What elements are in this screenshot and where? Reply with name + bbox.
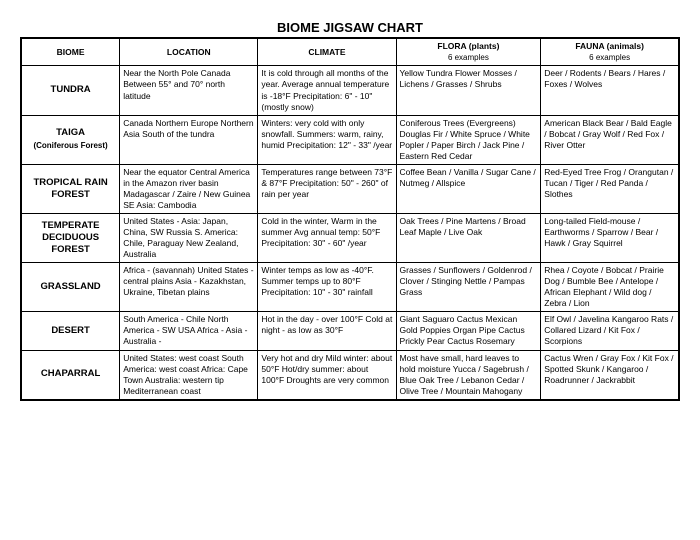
cell-fauna: American Black Bear / Bald Eagle / Bobca… — [541, 115, 679, 164]
table-row: CHAPARRALUnited States: west coast South… — [21, 350, 679, 400]
cell-climate: Cold in the winter, Warm in the summer A… — [258, 214, 396, 263]
cell-location: United States - Asia: Japan, China, SW R… — [120, 214, 258, 263]
cell-climate: Temperatures range between 73°F & 87°F P… — [258, 164, 396, 213]
cell-climate: Very hot and dry Mild winter: about 50°F… — [258, 350, 396, 400]
cell-climate: Winter temps as low as -40°F. Summer tem… — [258, 263, 396, 312]
biome-name: CHAPARRAL — [21, 350, 120, 400]
cell-location: Near the North Pole Canada Between 55° a… — [120, 66, 258, 115]
header-location: LOCATION — [120, 38, 258, 66]
cell-location: South America - Chile North America - SW… — [120, 312, 258, 350]
cell-flora: Coniferous Trees (Evergreens) Douglas Fi… — [396, 115, 541, 164]
header-flora: FLORA (plants) 6 examples — [396, 38, 541, 66]
cell-flora: Coffee Bean / Vanilla / Sugar Cane / Nut… — [396, 164, 541, 213]
cell-fauna: Rhea / Coyote / Bobcat / Prairie Dog / B… — [541, 263, 679, 312]
biome-name: TROPICAL RAIN FOREST — [21, 164, 120, 213]
cell-flora: Grasses / Sunflowers / Goldenrod / Clove… — [396, 263, 541, 312]
table-row: GRASSLANDAfrica - (savannah) United Stat… — [21, 263, 679, 312]
cell-flora: Giant Saguaro Cactus Mexican Gold Poppie… — [396, 312, 541, 350]
cell-fauna: Red-Eyed Tree Frog / Orangutan / Tucan /… — [541, 164, 679, 213]
table-row: TROPICAL RAIN FORESTNear the equator Cen… — [21, 164, 679, 213]
cell-fauna: Deer / Rodents / Bears / Hares / Foxes /… — [541, 66, 679, 115]
cell-climate: It is cold through all months of the yea… — [258, 66, 396, 115]
biome-name: DESERT — [21, 312, 120, 350]
cell-flora: Most have small, hard leaves to hold moi… — [396, 350, 541, 400]
biome-name: GRASSLAND — [21, 263, 120, 312]
biome-name: TAIGA(Coniferous Forest) — [21, 115, 120, 164]
chart-title: BIOME JIGSAW CHART — [20, 20, 680, 35]
table-row: TEMPERATE DECIDUOUS FORESTUnited States … — [21, 214, 679, 263]
biome-name: TUNDRA — [21, 66, 120, 115]
cell-fauna: Elf Owl / Javelina Kangaroo Rats / Colla… — [541, 312, 679, 350]
table-row: TAIGA(Coniferous Forest)Canada Northern … — [21, 115, 679, 164]
header-row: BIOME LOCATION CLIMATE FLORA (plants) 6 … — [21, 38, 679, 66]
table-row: TUNDRANear the North Pole Canada Between… — [21, 66, 679, 115]
biome-name: TEMPERATE DECIDUOUS FOREST — [21, 214, 120, 263]
cell-location: Near the equator Central America in the … — [120, 164, 258, 213]
cell-flora: Oak Trees / Pine Martens / Broad Leaf Ma… — [396, 214, 541, 263]
cell-fauna: Long-tailed Field-mouse / Earthworms / S… — [541, 214, 679, 263]
table-row: DESERTSouth America - Chile North Americ… — [21, 312, 679, 350]
cell-climate: Hot in the day - over 100°F Cold at nigh… — [258, 312, 396, 350]
header-fauna: FAUNA (animals) 6 examples — [541, 38, 679, 66]
biome-table: BIOME LOCATION CLIMATE FLORA (plants) 6 … — [20, 37, 680, 401]
cell-fauna: Cactus Wren / Gray Fox / Kit Fox / Spott… — [541, 350, 679, 400]
header-climate: CLIMATE — [258, 38, 396, 66]
cell-flora: Yellow Tundra Flower Mosses / Lichens / … — [396, 66, 541, 115]
header-biome: BIOME — [21, 38, 120, 66]
cell-location: United States: west coast South America:… — [120, 350, 258, 400]
cell-location: Africa - (savannah) United States - cent… — [120, 263, 258, 312]
cell-climate: Winters: very cold with only snowfall. S… — [258, 115, 396, 164]
cell-location: Canada Northern Europe Northern Asia Sou… — [120, 115, 258, 164]
